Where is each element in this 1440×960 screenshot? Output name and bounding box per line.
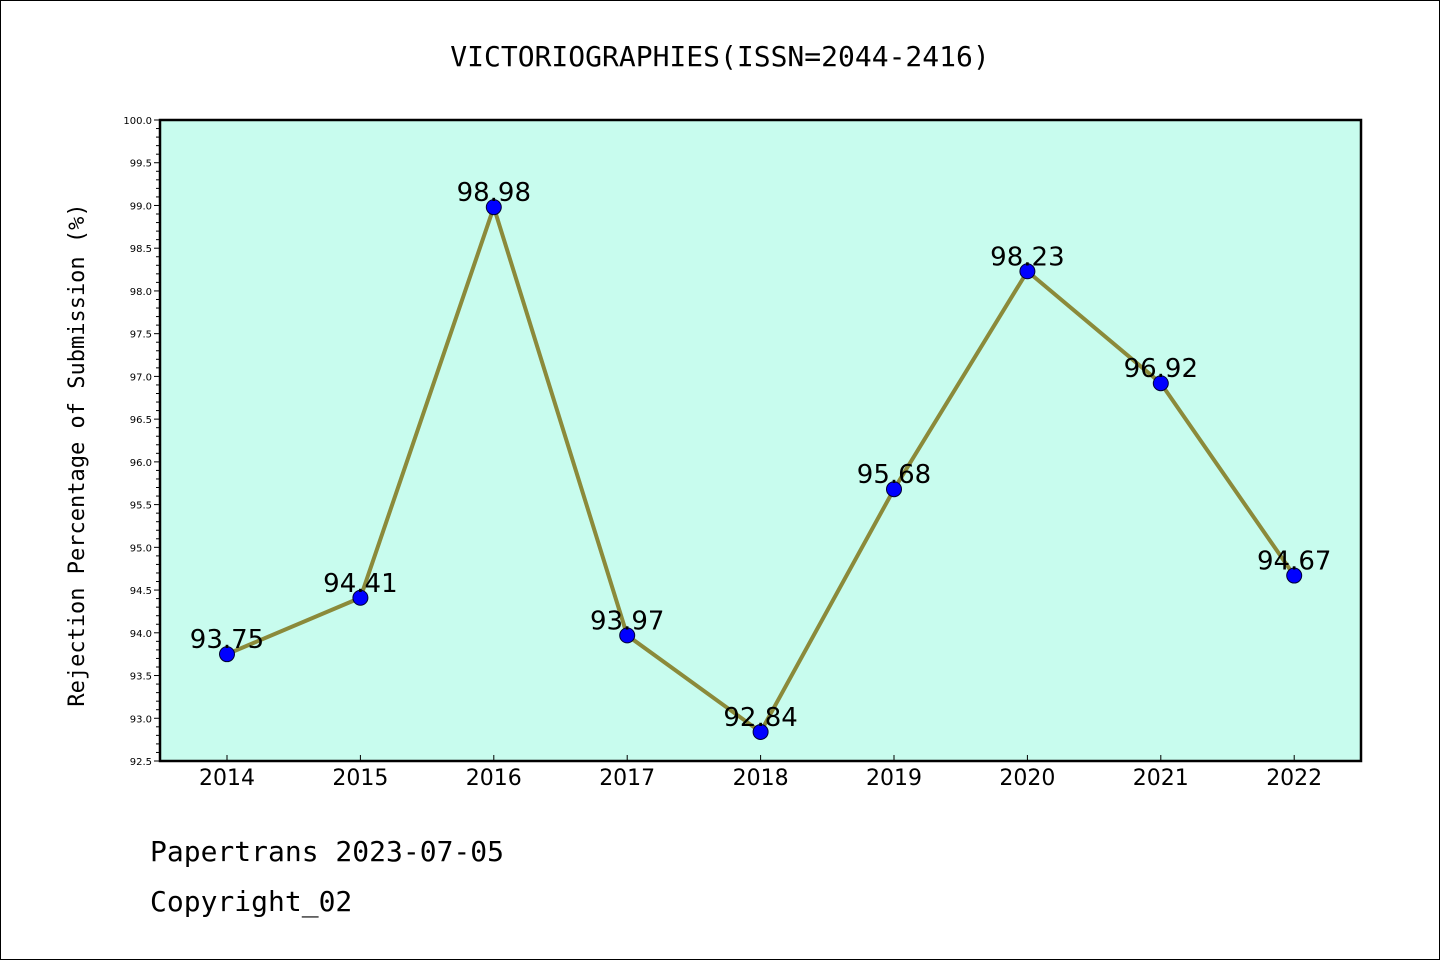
footer-source: Papertrans 2023-07-05 bbox=[150, 835, 505, 868]
data-point bbox=[219, 646, 235, 663]
data-point bbox=[1019, 263, 1036, 280]
x-tick-label: 2016 bbox=[466, 766, 522, 791]
x-tick-label: 2021 bbox=[1133, 766, 1189, 791]
y-tick-label: 99.0 bbox=[130, 201, 152, 212]
y-tick-label: 97.5 bbox=[130, 330, 152, 341]
data-point bbox=[619, 627, 636, 644]
y-tick-label: 96.0 bbox=[130, 458, 152, 469]
y-tick-label: 100.0 bbox=[123, 116, 152, 127]
y-tick-label: 94.5 bbox=[130, 586, 152, 597]
y-tick-label: 98.0 bbox=[130, 287, 152, 298]
y-tick-label: 95.5 bbox=[130, 501, 152, 512]
x-tick-label: 2018 bbox=[733, 766, 789, 791]
x-tick-label: 2017 bbox=[599, 766, 655, 791]
data-point bbox=[752, 723, 769, 740]
x-tick-label: 2019 bbox=[866, 766, 922, 791]
x-tick-label: 2015 bbox=[332, 766, 388, 791]
data-point bbox=[886, 481, 902, 498]
plot-border bbox=[158, 118, 1363, 763]
x-tick-label: 2022 bbox=[1266, 766, 1322, 791]
x-tick-label: 2014 bbox=[199, 766, 255, 791]
data-label: 94.67 bbox=[1257, 547, 1331, 577]
x-tick-label: 2020 bbox=[999, 766, 1055, 791]
y-tick-label: 96.5 bbox=[130, 415, 152, 426]
x-axis-ticks: 2014 2015 2016 2017 2018 2019 2020 2021 2022 bbox=[199, 755, 1322, 791]
footer-copyright: Copyright_02 bbox=[150, 885, 353, 918]
data-label: 96.92 bbox=[1124, 354, 1198, 384]
data-label: 93.75 bbox=[190, 625, 264, 655]
y-tick-label: 98.5 bbox=[130, 244, 152, 255]
data-label: 93.97 bbox=[590, 606, 664, 636]
y-tick-label: 93.0 bbox=[130, 714, 152, 725]
data-point bbox=[485, 199, 502, 216]
y-tick-label: 99.5 bbox=[130, 159, 152, 170]
data-label: 98.23 bbox=[990, 242, 1064, 272]
data-label: 94.41 bbox=[323, 569, 397, 599]
data-point bbox=[1152, 375, 1169, 392]
y-axis-ticks: 92.5 93.0 93.5 94.0 94.5 95.0 95.5 96.0 96.5 97.0… bbox=[123, 116, 160, 768]
data-label: 92.84 bbox=[723, 703, 797, 733]
data-labels: 93.75 94.41 98.98 93.97 92.84 95.68 98.23 96.92… bbox=[190, 178, 1332, 733]
y-tick-label: 94.0 bbox=[130, 629, 152, 640]
chart-title: VICTORIOGRAPHIES(ISSN=2044-2416) bbox=[450, 40, 989, 73]
y-tick-label: 95.0 bbox=[130, 543, 152, 554]
y-tick-label: 92.5 bbox=[130, 757, 152, 768]
data-markers bbox=[219, 199, 1303, 740]
data-point bbox=[1286, 567, 1303, 584]
data-label: 95.68 bbox=[857, 460, 931, 490]
y-tick-label: 97.0 bbox=[130, 372, 152, 383]
y-axis-label: Rejection Percentage of Submission (%) bbox=[65, 203, 90, 706]
data-point bbox=[352, 589, 369, 606]
plot-area bbox=[160, 120, 1361, 761]
y-tick-label: 93.5 bbox=[130, 672, 152, 683]
data-label: 98.98 bbox=[457, 178, 531, 208]
